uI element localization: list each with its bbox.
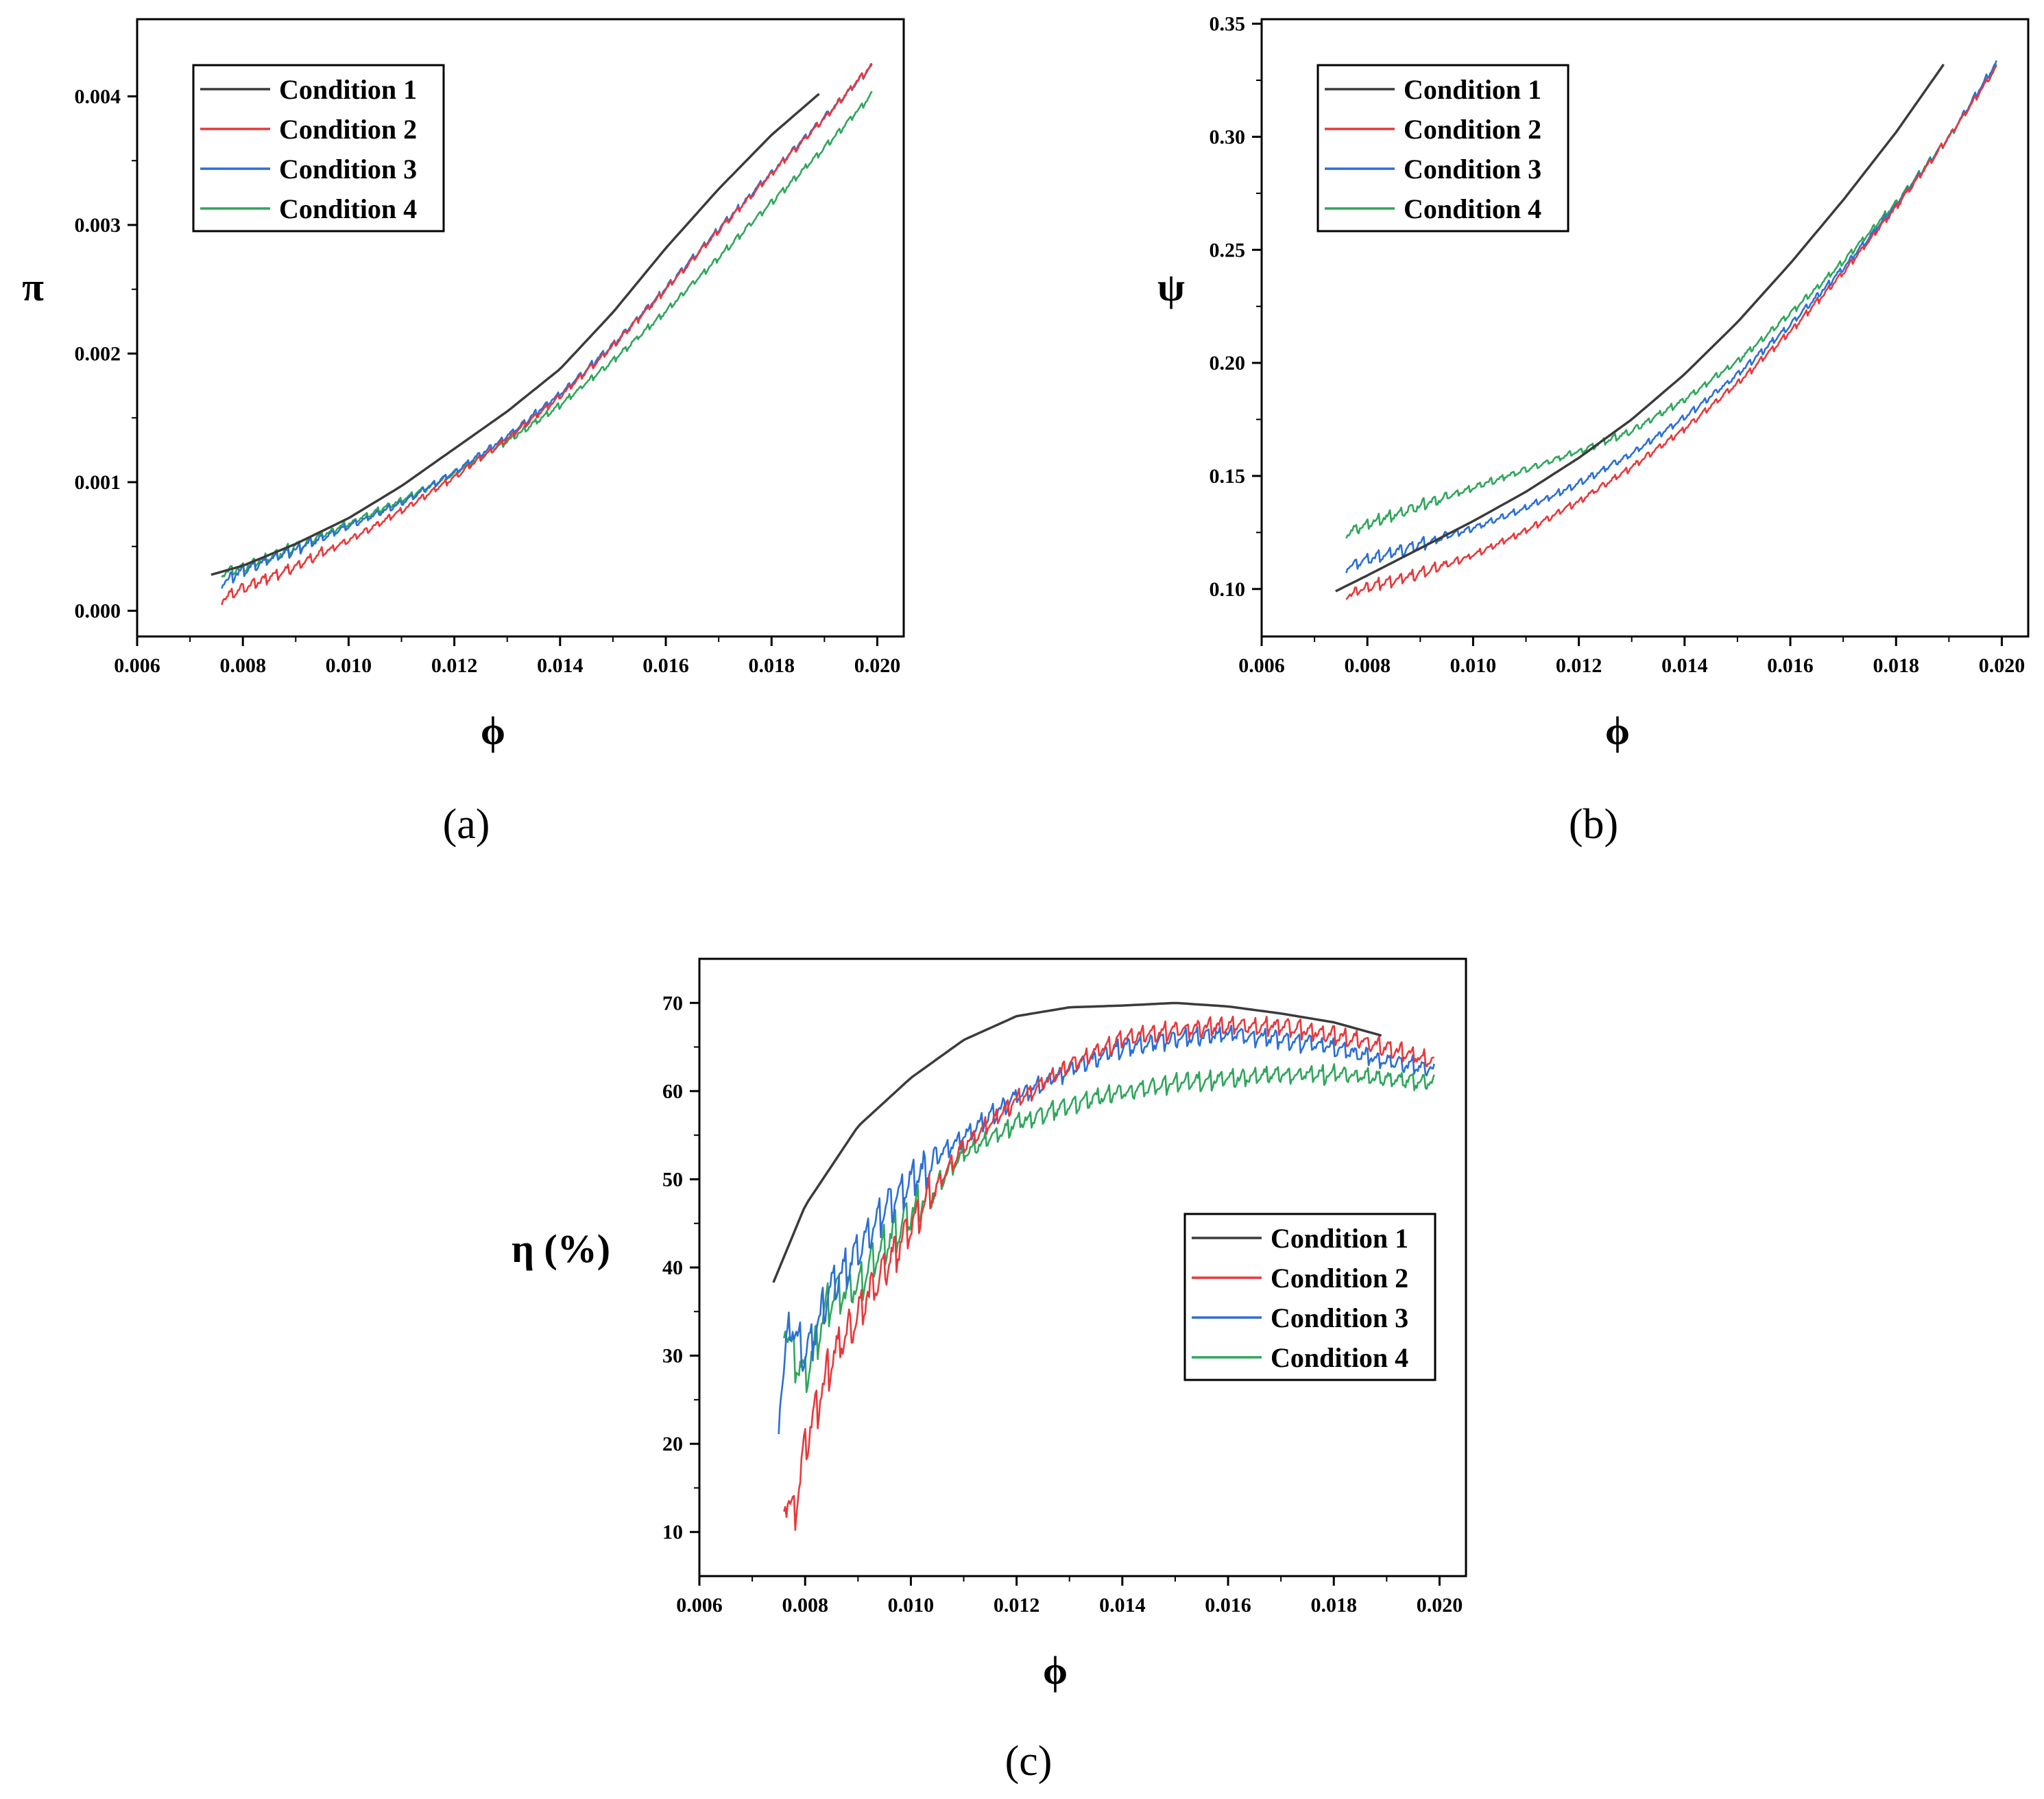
panel-label-c: (c) — [1005, 1738, 1053, 1785]
x-tick-label-c: 0.020 — [1417, 1594, 1463, 1617]
plot-frame-a — [136, 18, 905, 638]
legend-label-a-condition-1: Condition 1 — [279, 74, 417, 105]
y-tick-label-a: 0.001 — [75, 471, 121, 494]
x-tick-label-b: 0.018 — [1873, 654, 1919, 677]
legend-box-c — [1183, 1213, 1436, 1381]
legend-label-c-condition-1: Condition 1 — [1271, 1223, 1408, 1254]
plot-frame-b — [1260, 18, 2030, 638]
x-tick-label-b: 0.020 — [1979, 654, 2025, 677]
series-line-b-condition-3 — [1345, 60, 1997, 573]
x-tick-label-a: 0.010 — [326, 654, 372, 677]
y-tick-label-a: 0.004 — [75, 86, 121, 108]
x-tick-label-a: 0.014 — [537, 654, 584, 677]
chart-panel-a: 0.006 0.008 0.010 0.012 0.014 0.016 0.018 0.020… — [22, 18, 905, 753]
legend-label-a-condition-4: Condition 4 — [279, 193, 417, 224]
y-tick-label-b: 0.35 — [1210, 13, 1246, 36]
y-axis-title-b: ψ — [1157, 265, 1185, 309]
x-axis-title-c: ϕ — [1043, 1648, 1068, 1693]
x-tick-label-c: 0.018 — [1310, 1594, 1357, 1617]
chart-panel-c: 0.006 0.008 0.010 0.012 0.014 0.016 0.018 0.020… — [512, 957, 1467, 1693]
y-tick-label-c: 50 — [662, 1168, 683, 1191]
x-tick-label-a: 0.020 — [854, 654, 901, 677]
legend-label-a-condition-2: Condition 2 — [279, 114, 417, 145]
x-tick-label-c: 0.016 — [1205, 1594, 1251, 1617]
x-tick-label-b: 0.010 — [1450, 654, 1497, 677]
series-line-a-condition-4 — [221, 91, 873, 578]
y-tick-label-b: 0.15 — [1210, 465, 1246, 488]
legend-box-b — [1316, 64, 1570, 233]
y-tick-label-c: 60 — [662, 1080, 683, 1103]
y-tick-label-c: 30 — [662, 1345, 683, 1368]
x-tick-label-a: 0.012 — [431, 654, 478, 677]
x-axis-title-b: ϕ — [1605, 708, 1630, 753]
x-tick-label-a: 0.008 — [219, 654, 266, 677]
x-tick-label-a: 0.006 — [114, 654, 160, 677]
x-tick-label-c: 0.014 — [1099, 1594, 1146, 1617]
series-line-c-condition-1 — [772, 1001, 1382, 1283]
series-line-a-condition-2 — [221, 62, 873, 606]
y-tick-label-a: 0.003 — [75, 214, 121, 237]
x-tick-label-b: 0.008 — [1344, 654, 1391, 677]
y-tick-label-c: 20 — [662, 1433, 683, 1455]
legend-label-c-condition-3: Condition 3 — [1271, 1302, 1408, 1333]
x-axis-title-a: ϕ — [481, 708, 505, 753]
chart-panel-b: 0.006 0.008 0.010 0.012 0.014 0.016 0.018 0.020… — [1157, 13, 2030, 753]
y-tick-label-c: 10 — [662, 1521, 683, 1544]
x-tick-label-c: 0.010 — [888, 1594, 935, 1617]
legend-label-b-condition-1: Condition 1 — [1404, 74, 1541, 105]
y-tick-label-b: 0.25 — [1210, 239, 1246, 261]
x-tick-label-b: 0.006 — [1238, 654, 1285, 677]
x-tick-label-b: 0.012 — [1556, 654, 1602, 677]
y-tick-label-b: 0.10 — [1210, 578, 1246, 601]
y-tick-label-b: 0.20 — [1210, 352, 1246, 374]
legend-label-b-condition-4: Condition 4 — [1404, 193, 1541, 224]
series-line-b-condition-2 — [1345, 65, 1997, 600]
y-tick-label-c: 70 — [662, 992, 683, 1014]
series-line-a-condition-1 — [211, 93, 820, 576]
legend-label-c-condition-2: Condition 2 — [1271, 1263, 1408, 1294]
x-tick-label-b: 0.014 — [1661, 654, 1708, 677]
panel-label-b: (b) — [1569, 801, 1618, 848]
legend-label-c-condition-4: Condition 4 — [1271, 1342, 1408, 1373]
panel-label-a: (a) — [443, 801, 490, 848]
x-tick-label-a: 0.016 — [642, 654, 689, 677]
y-axis-title-c: η (%) — [512, 1226, 610, 1271]
y-axis-title-a: π — [22, 265, 44, 309]
legend-label-b-condition-2: Condition 2 — [1404, 114, 1541, 145]
y-tick-label-a: 0.002 — [75, 343, 121, 366]
series-line-c-condition-3 — [778, 1024, 1435, 1434]
x-tick-label-a: 0.018 — [748, 654, 795, 677]
y-tick-label-c: 40 — [662, 1256, 683, 1279]
series-line-c-condition-2 — [783, 1015, 1434, 1532]
legend-label-b-condition-3: Condition 3 — [1404, 154, 1541, 184]
x-tick-label-c: 0.012 — [994, 1594, 1040, 1617]
x-tick-label-c: 0.006 — [676, 1594, 723, 1617]
y-tick-label-a: 0.000 — [75, 600, 121, 623]
legend-label-a-condition-3: Condition 3 — [279, 154, 417, 184]
series-line-c-condition-4 — [783, 1063, 1435, 1394]
x-tick-label-b: 0.016 — [1767, 654, 1814, 677]
series-line-b-condition-1 — [1335, 63, 1945, 593]
y-tick-label-b: 0.30 — [1210, 126, 1246, 148]
series-line-b-condition-4 — [1345, 63, 1997, 539]
x-tick-label-c: 0.008 — [782, 1594, 828, 1617]
legend-box-a — [192, 64, 445, 233]
